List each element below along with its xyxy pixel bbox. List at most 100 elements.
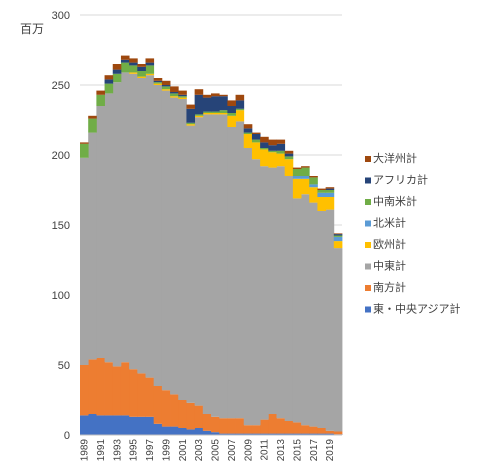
area-segment xyxy=(276,418,286,434)
area-segment xyxy=(178,400,187,428)
area-segment xyxy=(292,198,302,423)
series-1 xyxy=(80,358,343,435)
stacked-area-series xyxy=(80,55,343,435)
area-segment xyxy=(145,65,155,74)
legend-label: 欧州計 xyxy=(373,237,406,251)
area-segment xyxy=(260,149,269,167)
area-segment xyxy=(333,234,343,236)
area-segment xyxy=(194,94,204,115)
legend-item: アフリカ計 xyxy=(365,173,428,187)
area-segment xyxy=(268,150,277,153)
area-segment xyxy=(153,85,163,386)
area-segment xyxy=(88,359,97,414)
series-7 xyxy=(80,55,343,235)
area-segment xyxy=(202,111,212,113)
area-segment xyxy=(137,76,146,78)
area-segment xyxy=(333,241,343,249)
area-segment xyxy=(178,90,187,95)
area-segment xyxy=(227,115,236,127)
area-segment xyxy=(178,96,187,98)
area-segment xyxy=(251,134,261,140)
area-segment xyxy=(268,414,277,434)
x-tick-label: 2019 xyxy=(325,439,336,462)
x-tick-label: 1993 xyxy=(112,439,123,462)
area-segment xyxy=(202,430,212,435)
area-segment xyxy=(333,235,343,237)
area-segment xyxy=(170,394,179,427)
y-tick-label: 300 xyxy=(52,10,70,22)
area-segment xyxy=(211,93,220,97)
area-segment xyxy=(120,55,130,60)
legend-label: 東・中央アジア計 xyxy=(373,302,461,316)
area-segment xyxy=(251,425,261,434)
area-segment xyxy=(243,128,253,133)
area-segment xyxy=(235,433,245,435)
legend-swatch xyxy=(365,177,371,184)
legend-label: 中東計 xyxy=(373,259,406,273)
area-segment xyxy=(227,106,236,113)
y-axis: 0 50 100 150 200 250 300 xyxy=(52,10,70,442)
area-segment xyxy=(211,432,220,435)
area-segment xyxy=(227,127,236,419)
area-segment xyxy=(235,94,245,101)
y-tick-label: 150 xyxy=(52,220,70,232)
area-segment xyxy=(301,166,310,168)
area-segment xyxy=(284,159,294,176)
area-segment xyxy=(161,86,171,90)
y-tick-label: 50 xyxy=(58,360,70,372)
area-segment xyxy=(88,115,97,119)
area-segment xyxy=(202,113,212,115)
area-segment xyxy=(317,197,327,211)
area-segment xyxy=(284,156,294,160)
area-segment xyxy=(120,72,130,363)
area-segment xyxy=(284,150,294,154)
legend-swatch xyxy=(365,285,371,291)
legend-label: 中南米計 xyxy=(373,194,417,208)
area-segment xyxy=(301,194,310,426)
area-segment xyxy=(96,90,105,95)
area-segment xyxy=(276,143,286,151)
area-segment xyxy=(211,113,220,115)
area-segment xyxy=(211,111,220,113)
area-segment xyxy=(227,113,236,116)
area-segment xyxy=(161,426,171,435)
area-segment xyxy=(96,106,105,358)
area-segment xyxy=(317,188,327,190)
area-segment xyxy=(153,78,163,81)
x-tick-label: 2017 xyxy=(309,439,320,462)
area-segment xyxy=(301,425,310,434)
area-segment xyxy=(120,362,130,416)
area-segment xyxy=(129,72,138,74)
area-segment xyxy=(112,69,122,74)
legend-swatch xyxy=(365,199,371,205)
area-segment xyxy=(137,71,146,77)
area-segment xyxy=(309,433,318,435)
area-segment xyxy=(276,150,286,154)
area-segment xyxy=(211,416,220,433)
area-segment xyxy=(260,433,269,435)
area-segment xyxy=(186,125,196,403)
area-segment xyxy=(145,62,155,66)
area-segment xyxy=(292,422,302,434)
area-segment xyxy=(120,415,130,435)
area-segment xyxy=(284,176,294,421)
area-segment xyxy=(301,167,310,176)
area-segment xyxy=(104,75,114,80)
area-segment xyxy=(104,83,114,94)
legend-item: 中南米計 xyxy=(365,194,417,208)
area-segment xyxy=(104,79,114,84)
area-segment xyxy=(235,418,245,434)
area-segment xyxy=(170,96,179,98)
x-tick-label: 2007 xyxy=(227,439,238,462)
area-segment xyxy=(145,416,155,435)
area-segment xyxy=(301,433,310,435)
area-segment xyxy=(153,80,163,83)
area-segment xyxy=(96,94,105,106)
area-segment xyxy=(145,377,155,417)
area-segment xyxy=(227,100,236,106)
area-segment xyxy=(129,62,138,66)
series-4 xyxy=(292,176,343,242)
area-segment xyxy=(309,426,318,434)
x-tick-label: 1997 xyxy=(145,439,156,462)
